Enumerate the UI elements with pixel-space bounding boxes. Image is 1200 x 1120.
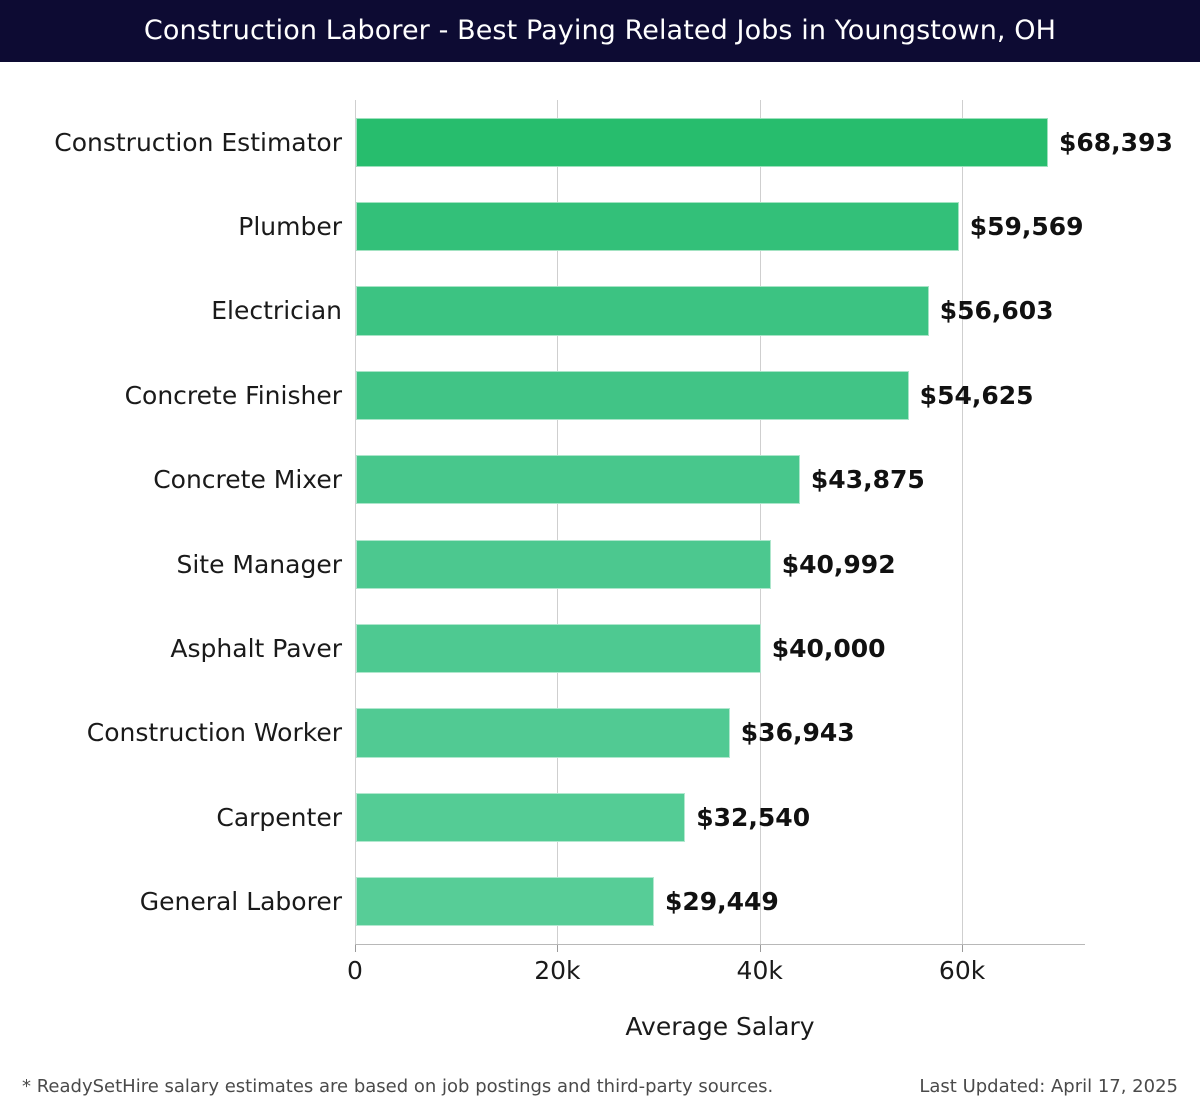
bar-value-label: $59,569 — [969, 212, 1084, 242]
bar-row[interactable]: Carpenter $32,540 — [0, 792, 1200, 843]
x-tick-label: 0 — [347, 956, 363, 985]
x-axis-title: Average Salary — [625, 1012, 815, 1041]
gridline — [355, 100, 356, 944]
bar[interactable] — [356, 455, 800, 505]
category-label: Concrete Finisher — [124, 380, 342, 410]
x-tick-mark — [355, 945, 356, 952]
footer: * ReadySetHire salary estimates are base… — [0, 1062, 1200, 1120]
category-label: Carpenter — [216, 802, 342, 832]
x-tick-mark — [557, 945, 559, 952]
category-label: Concrete Mixer — [153, 465, 342, 495]
category-label: Site Manager — [176, 549, 342, 579]
bar[interactable] — [356, 286, 929, 336]
x-tick-label: 60k — [938, 956, 986, 985]
bar-row[interactable]: Construction Worker $36,943 — [0, 708, 1200, 758]
category-label: Construction Estimator — [54, 127, 342, 157]
category-label: Construction Worker — [86, 718, 342, 748]
gridline — [557, 100, 559, 944]
bar-row[interactable]: Concrete Finisher $54,625 — [0, 370, 1200, 421]
x-axis-line — [355, 944, 1085, 945]
bar-row[interactable]: Site Manager $40,992 — [0, 539, 1200, 589]
bar[interactable] — [356, 623, 761, 674]
category-label: Electrician — [211, 296, 342, 326]
bar-value-label: $43,875 — [810, 465, 925, 495]
footer-last-updated: Last Updated: April 17, 2025 — [919, 1076, 1178, 1097]
bar-row[interactable]: General Laborer $29,449 — [0, 877, 1200, 927]
bar-value-label: $40,000 — [771, 634, 886, 664]
bar-row[interactable]: Asphalt Paver $40,000 — [0, 623, 1200, 674]
x-tick-label: 40k — [736, 956, 783, 985]
x-tick-label: 20k — [534, 956, 581, 985]
bar-value-label: $32,540 — [696, 802, 811, 832]
bar[interactable] — [356, 201, 959, 252]
gridline — [759, 100, 761, 944]
gridline — [962, 100, 964, 944]
plot-area: 0 20k 40k 60k — [347, 100, 1085, 985]
bar[interactable] — [356, 117, 1048, 167]
category-label: General Laborer — [139, 887, 342, 917]
chart-container: 0 20k 40k 60k Construction Estimator $68,393… — [0, 62, 1200, 1062]
bar-value-label: $36,943 — [740, 718, 855, 748]
bar-value-label: $56,603 — [939, 296, 1054, 326]
header-bar: Construction Laborer - Best Paying Relat… — [0, 0, 1200, 62]
x-tick-mark — [759, 945, 761, 952]
bar-row[interactable]: Electrician $56,603 — [0, 286, 1200, 336]
bar-row[interactable]: Concrete Mixer $43,875 — [0, 455, 1200, 505]
footer-disclaimer: * ReadySetHire salary estimates are base… — [22, 1076, 774, 1097]
bar[interactable] — [356, 877, 654, 927]
bar-row[interactable]: Plumber $59,569 — [0, 201, 1200, 252]
bar-value-label: $68,393 — [1058, 127, 1173, 157]
bar-value-label: $40,992 — [781, 549, 896, 579]
bar[interactable] — [356, 370, 909, 421]
bar-value-label: $54,625 — [919, 380, 1034, 410]
category-label: Asphalt Paver — [170, 634, 342, 664]
bar[interactable] — [356, 792, 686, 843]
bar[interactable] — [356, 539, 771, 589]
bar-row[interactable]: Construction Estimator $68,393 — [0, 117, 1200, 167]
category-label: Plumber — [238, 212, 342, 242]
bar[interactable] — [356, 708, 730, 758]
page-title: Construction Laborer - Best Paying Relat… — [143, 15, 1057, 46]
x-tick-mark — [962, 945, 964, 952]
bar-value-label: $29,449 — [664, 887, 779, 917]
